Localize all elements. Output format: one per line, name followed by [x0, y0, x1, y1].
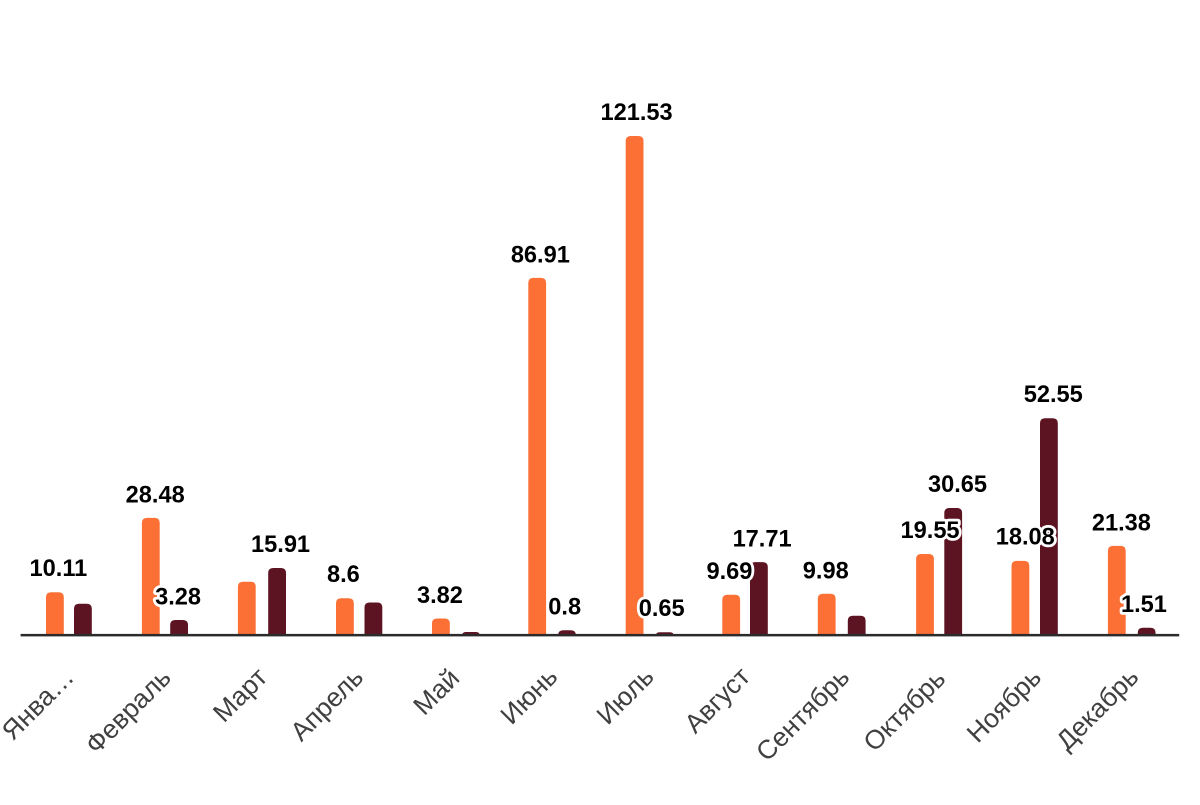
svg-text:3.82: 3.82	[417, 583, 463, 609]
svg-text:30.65: 30.65	[928, 472, 987, 498]
svg-text:9.69: 9.69	[706, 559, 752, 585]
svg-text:17.71: 17.71	[733, 527, 792, 553]
svg-text:15.91: 15.91	[251, 532, 310, 558]
svg-text:52.55: 52.55	[1024, 382, 1083, 408]
svg-text:10.11: 10.11	[30, 556, 88, 582]
svg-text:0.8: 0.8	[548, 594, 581, 620]
svg-text:8.6: 8.6	[327, 562, 360, 588]
svg-text:18.08: 18.08	[996, 524, 1055, 550]
svg-text:0.65: 0.65	[639, 596, 685, 622]
svg-text:86.91: 86.91	[511, 243, 570, 269]
svg-text:28.48: 28.48	[126, 482, 185, 508]
svg-text:9.98: 9.98	[803, 559, 849, 585]
svg-text:1.51: 1.51	[1121, 592, 1167, 618]
svg-text:3.28: 3.28	[155, 585, 201, 611]
svg-text:19.55: 19.55	[901, 518, 960, 544]
svg-text:121.53: 121.53	[601, 100, 673, 126]
svg-text:21.38: 21.38	[1092, 511, 1151, 537]
